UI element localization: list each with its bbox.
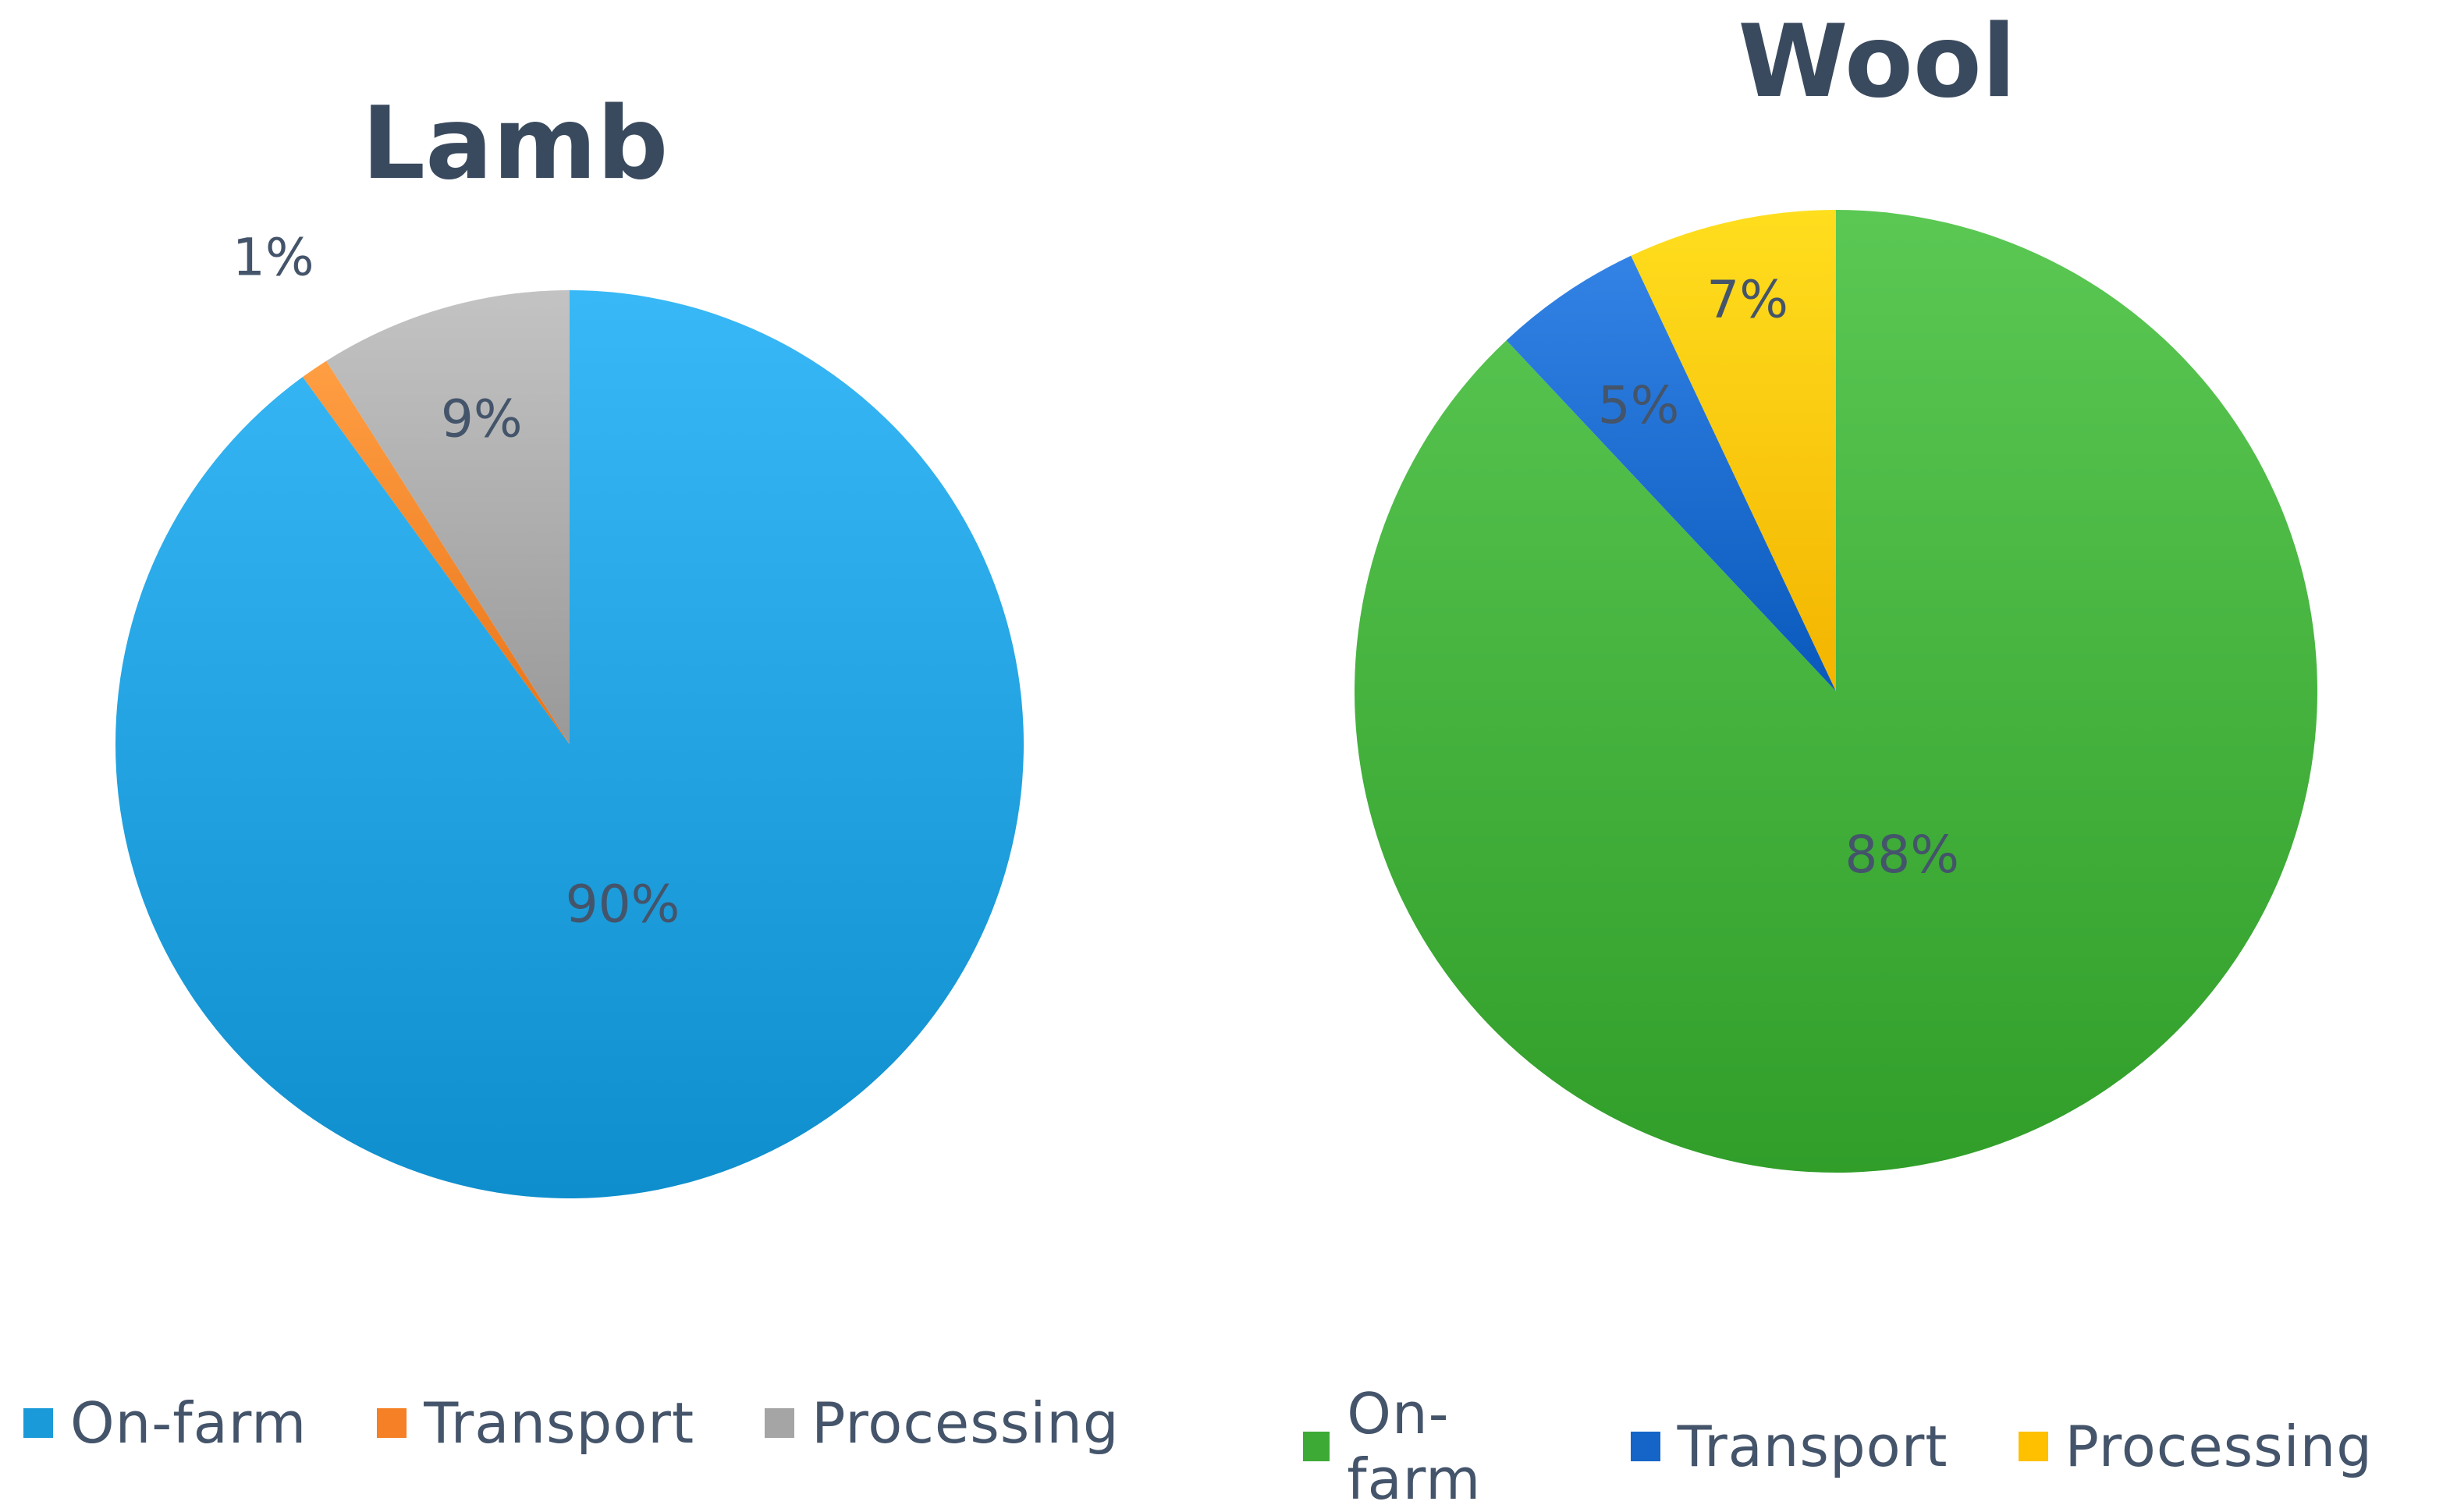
lamb-legend-on-farm: On-farm	[23, 1390, 307, 1456]
wool-legend-label-processing: Processing	[2065, 1414, 2373, 1479]
lamb-legend-label-transport: Transport	[424, 1390, 695, 1456]
lamb-slice-processing	[326, 290, 570, 744]
wool-legend-label-on-farm: On-farm	[1347, 1381, 1482, 1512]
wool-data-label-processing: 7%	[1706, 270, 1788, 330]
wool-legend-swatch-processing	[2018, 1432, 2048, 1461]
wool-legend-swatch-transport	[1630, 1432, 1660, 1461]
lamb-pie: 90% 1% 9%	[115, 228, 1024, 1198]
lamb-legend-label-on-farm: On-farm	[70, 1390, 307, 1456]
lamb-legend-swatch-transport	[377, 1408, 407, 1438]
lamb-slice-transport	[302, 360, 570, 744]
lamb-data-label-transport: 1%	[233, 228, 314, 288]
lamb-chart: Lamb 90% 1% 9% On-farm Transport Processin…	[0, 0, 1217, 1494]
wool-legend-on-farm: On-farm	[1303, 1381, 1561, 1512]
wool-legend-swatch-on-farm	[1303, 1432, 1330, 1461]
lamb-legend-swatch-processing	[765, 1408, 795, 1438]
wool-chart-title: Wool	[1738, 4, 2016, 120]
lamb-legend: On-farm Transport Processing	[23, 1390, 1190, 1456]
wool-chart: Wool 88% 5% 7% On-farm Transport Processin…	[1248, 0, 2443, 1512]
wool-pie: 88% 5% 7%	[1355, 210, 2317, 1173]
wool-slice-transport	[1506, 255, 1836, 692]
wool-legend-processing: Processing	[2018, 1414, 2373, 1479]
wool-data-label-transport: 5%	[1598, 375, 1680, 435]
lamb-legend-processing: Processing	[765, 1390, 1119, 1456]
lamb-legend-swatch-on-farm	[23, 1408, 53, 1438]
wool-legend-label-transport: Transport	[1677, 1414, 1948, 1479]
lamb-data-label-processing: 9%	[441, 389, 523, 449]
lamb-chart-title: Lamb	[361, 86, 669, 202]
lamb-legend-transport: Transport	[377, 1390, 694, 1456]
lamb-legend-label-processing: Processing	[811, 1390, 1120, 1456]
lamb-data-label-on-farm: 90%	[566, 874, 680, 934]
wool-data-label-on-farm: 88%	[1845, 825, 1959, 885]
wool-legend-transport: Transport	[1630, 1414, 1948, 1479]
wool-slice-processing	[1631, 210, 1836, 691]
wool-legend: On-farm Transport Processing	[1303, 1381, 2443, 1512]
